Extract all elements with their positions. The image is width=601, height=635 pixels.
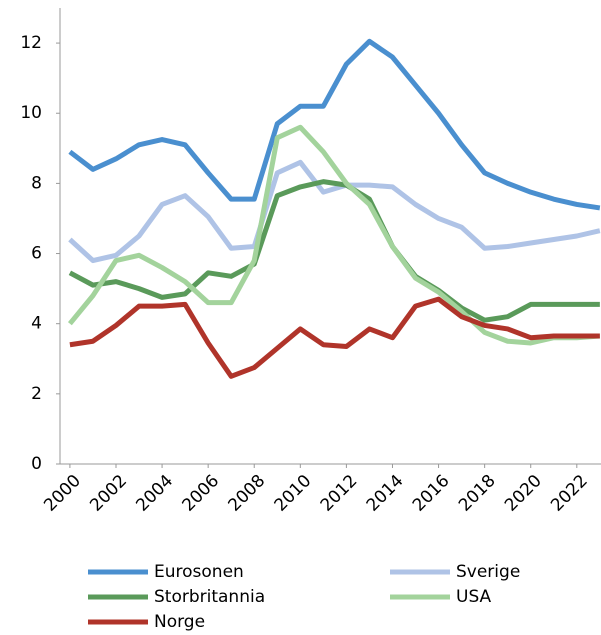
x-tick-label: 2002: [86, 471, 131, 516]
x-tick-label: 2012: [317, 471, 362, 516]
legend-label: Storbritannia: [154, 587, 265, 607]
series-line: [68, 159, 601, 264]
x-tick-label: 2008: [225, 471, 270, 516]
x-tick-label: 2022: [547, 471, 592, 516]
legend-label: USA: [456, 587, 492, 607]
y-tick-label: 10: [20, 103, 42, 123]
x-tick-label: 2014: [363, 471, 408, 516]
x-tick-label: 2020: [501, 471, 546, 516]
legend-label: Norge: [154, 612, 205, 632]
x-tick-label: 2000: [40, 471, 85, 516]
y-tick-label: 8: [31, 173, 42, 193]
x-tick-label: 2018: [455, 471, 500, 516]
y-tick-label: 12: [20, 33, 42, 53]
legend-label: Eurosonen: [154, 562, 244, 582]
x-tick-label: 2016: [409, 471, 454, 516]
series-line: [68, 38, 601, 211]
series-line: [69, 296, 600, 379]
y-tick-label: 6: [31, 244, 42, 264]
legend-label: Sverige: [456, 562, 520, 582]
series-line: [68, 179, 600, 323]
y-tick-label: 2: [31, 384, 42, 404]
y-tick-label: 4: [31, 314, 42, 334]
x-tick-label: 2006: [178, 471, 223, 516]
x-tick-label: 2004: [132, 471, 177, 516]
series-line: [67, 124, 601, 346]
x-tick-label: 2010: [271, 471, 316, 516]
y-tick-label: 0: [31, 454, 42, 474]
